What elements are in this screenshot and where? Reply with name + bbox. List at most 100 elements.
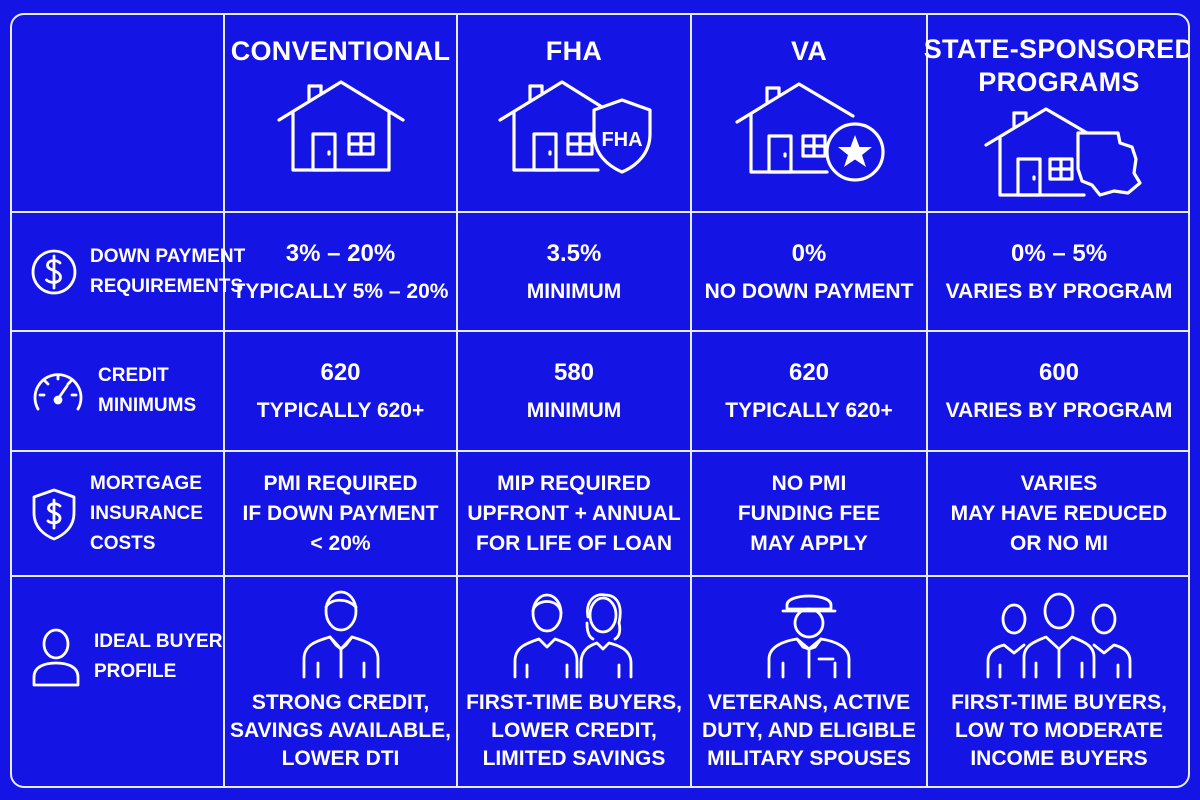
value-main: 600	[1038, 359, 1080, 386]
cell-profile-conventional: STRONG CREDIT, SAVINGS AVAILABLE, LOWER …	[225, 577, 456, 786]
column-title: VA	[790, 36, 828, 66]
column-divider	[223, 15, 225, 786]
service-member-icon	[767, 594, 851, 679]
value-sub: MINIMUM	[526, 399, 622, 422]
house-shield-icon: FHA	[498, 80, 652, 174]
cell-insurance-conventional: PMI REQUIRED IF DOWN PAYMENT < 20%	[225, 452, 456, 575]
shield-dollar-icon	[32, 488, 76, 540]
column-title: FHA	[545, 36, 603, 66]
cell-insurance-fha: MIP REQUIRED UPFRONT + ANNUAL FOR LIFE O…	[458, 452, 690, 575]
value-main: 3.5%	[546, 239, 602, 267]
cell-line: SAVINGS AVAILABLE,	[230, 719, 451, 742]
value-main: 0% – 5%	[1010, 239, 1108, 267]
row-divider	[12, 575, 1188, 577]
row-label-line: PROFILE	[94, 661, 177, 682]
cell-line: < 20%	[310, 531, 371, 555]
couple-icon	[513, 593, 633, 679]
row-label-buyer-profile: IDEAL BUYER PROFILE	[12, 577, 223, 786]
value-main: 3% – 20%	[285, 239, 396, 267]
cell-line: FIRST-TIME BUYERS,	[466, 691, 682, 714]
cell-line: UPFRONT + ANNUAL	[467, 501, 681, 525]
column-divider	[690, 15, 692, 786]
house-state-map-icon	[984, 107, 1142, 197]
header-state-sponsored: STATE-SPONSORED PROGRAMS	[924, 15, 1188, 211]
cell-line: DUTY, AND ELIGIBLE	[702, 719, 916, 742]
cell-down-payment-va: 0% NO DOWN PAYMENT	[692, 213, 926, 330]
cell-line: MAY HAVE REDUCED	[950, 501, 1168, 525]
cell-line: FOR LIFE OF LOAN	[476, 531, 672, 555]
column-title: CONVENTIONAL	[230, 36, 451, 66]
cell-profile-state: FIRST-TIME BUYERS, LOW TO MODERATE INCOM…	[928, 577, 1188, 786]
value-main: 580	[553, 359, 595, 386]
cell-insurance-state: VARIES MAY HAVE REDUCED OR NO MI	[928, 452, 1188, 575]
cell-credit-va: 620 TYPICALLY 620+	[692, 332, 926, 450]
header-fha: FHA FHA	[458, 15, 690, 211]
man-icon	[302, 590, 379, 679]
header-va: VA	[692, 15, 926, 211]
cell-line: MILITARY SPOUSES	[707, 747, 911, 770]
cell-profile-fha: FIRST-TIME BUYERS, LOWER CREDIT, LIMITED…	[458, 577, 690, 786]
cell-line: FUNDING FEE	[737, 501, 881, 525]
row-label-line: REQUIREMENTS	[90, 275, 244, 297]
cell-line: PMI REQUIRED	[263, 471, 418, 495]
cell-credit-conventional: 620 TYPICALLY 620+	[225, 332, 456, 450]
fha-badge-text: FHA	[601, 129, 642, 151]
cell-line: LIMITED SAVINGS	[482, 747, 666, 770]
value-main: 620	[320, 359, 361, 386]
row-label-line: MORTGAGE	[90, 472, 202, 494]
cell-line: OR NO MI	[1010, 531, 1108, 555]
cell-line: FIRST-TIME BUYERS,	[951, 691, 1167, 714]
cell-credit-state: 600 VARIES BY PROGRAM	[928, 332, 1188, 450]
value-sub: TYPICALLY 620+	[256, 399, 425, 422]
row-label-line: IDEAL BUYER	[94, 631, 223, 652]
row-divider	[12, 330, 1188, 332]
cell-insurance-va: NO PMI FUNDING FEE MAY APPLY	[692, 452, 926, 575]
cell-line: STRONG CREDIT,	[251, 691, 430, 714]
cell-line: IF DOWN PAYMENT	[242, 501, 439, 525]
cell-line: LOWER DTI	[281, 747, 400, 770]
value-sub: TYPICALLY 620+	[725, 399, 893, 422]
column-divider	[456, 15, 458, 786]
cell-line: LOW TO MODERATE	[954, 719, 1164, 742]
cell-credit-fha: 580 MINIMUM	[458, 332, 690, 450]
row-label-line: DOWN PAYMENT	[90, 245, 246, 267]
column-title-line-2: PROGRAMS	[978, 67, 1140, 97]
gauge-icon	[33, 373, 83, 411]
cell-line: NO PMI	[771, 471, 847, 495]
value-sub: TYPICALLY 5% – 20%	[232, 279, 449, 303]
column-title-line-1: STATE-SPONSORED	[923, 34, 1190, 64]
value-main: 0%	[791, 239, 827, 267]
cell-line: VETERANS, ACTIVE	[707, 691, 911, 714]
house-icon	[276, 80, 405, 172]
row-label-mortgage-insurance: MORTGAGE INSURANCE COSTS	[12, 452, 223, 575]
cell-line: LOWER CREDIT,	[491, 719, 657, 742]
comparison-table: CONVENTIONAL FHA FHA	[10, 13, 1190, 788]
row-label-line: COSTS	[90, 532, 156, 554]
value-main: 620	[788, 359, 830, 386]
value-sub: MINIMUM	[526, 279, 622, 303]
cell-line: INCOME BUYERS	[970, 747, 1148, 770]
row-label-credit-minimums: CREDIT MINIMUMS	[12, 332, 223, 450]
cell-line: MIP REQUIRED	[497, 471, 651, 495]
person-icon	[32, 628, 80, 687]
cell-down-payment-state: 0% – 5% VARIES BY PROGRAM	[928, 213, 1188, 330]
header-conventional: CONVENTIONAL	[225, 15, 456, 211]
cell-line: MAY APPLY	[750, 531, 868, 555]
row-label-line: INSURANCE	[90, 502, 203, 524]
cell-profile-va: VETERANS, ACTIVE DUTY, AND ELIGIBLE MILI…	[692, 577, 926, 786]
value-sub: VARIES BY PROGRAM	[945, 279, 1173, 303]
column-divider	[926, 15, 928, 786]
group-icon	[986, 592, 1132, 679]
cell-down-payment-conventional: 3% – 20% TYPICALLY 5% – 20%	[225, 213, 456, 330]
cell-down-payment-fha: 3.5% MINIMUM	[458, 213, 690, 330]
value-sub: VARIES BY PROGRAM	[945, 399, 1173, 422]
row-divider	[12, 211, 1188, 213]
row-label-line: CREDIT	[98, 365, 169, 386]
row-divider	[12, 450, 1188, 452]
dollar-circle-icon	[31, 249, 77, 294]
row-label-line: MINIMUMS	[98, 395, 197, 416]
row-label-down-payment: DOWN PAYMENT REQUIREMENTS	[12, 213, 245, 330]
value-sub: NO DOWN PAYMENT	[704, 279, 914, 303]
cell-line: VARIES	[1020, 471, 1098, 495]
house-star-icon	[735, 82, 885, 182]
